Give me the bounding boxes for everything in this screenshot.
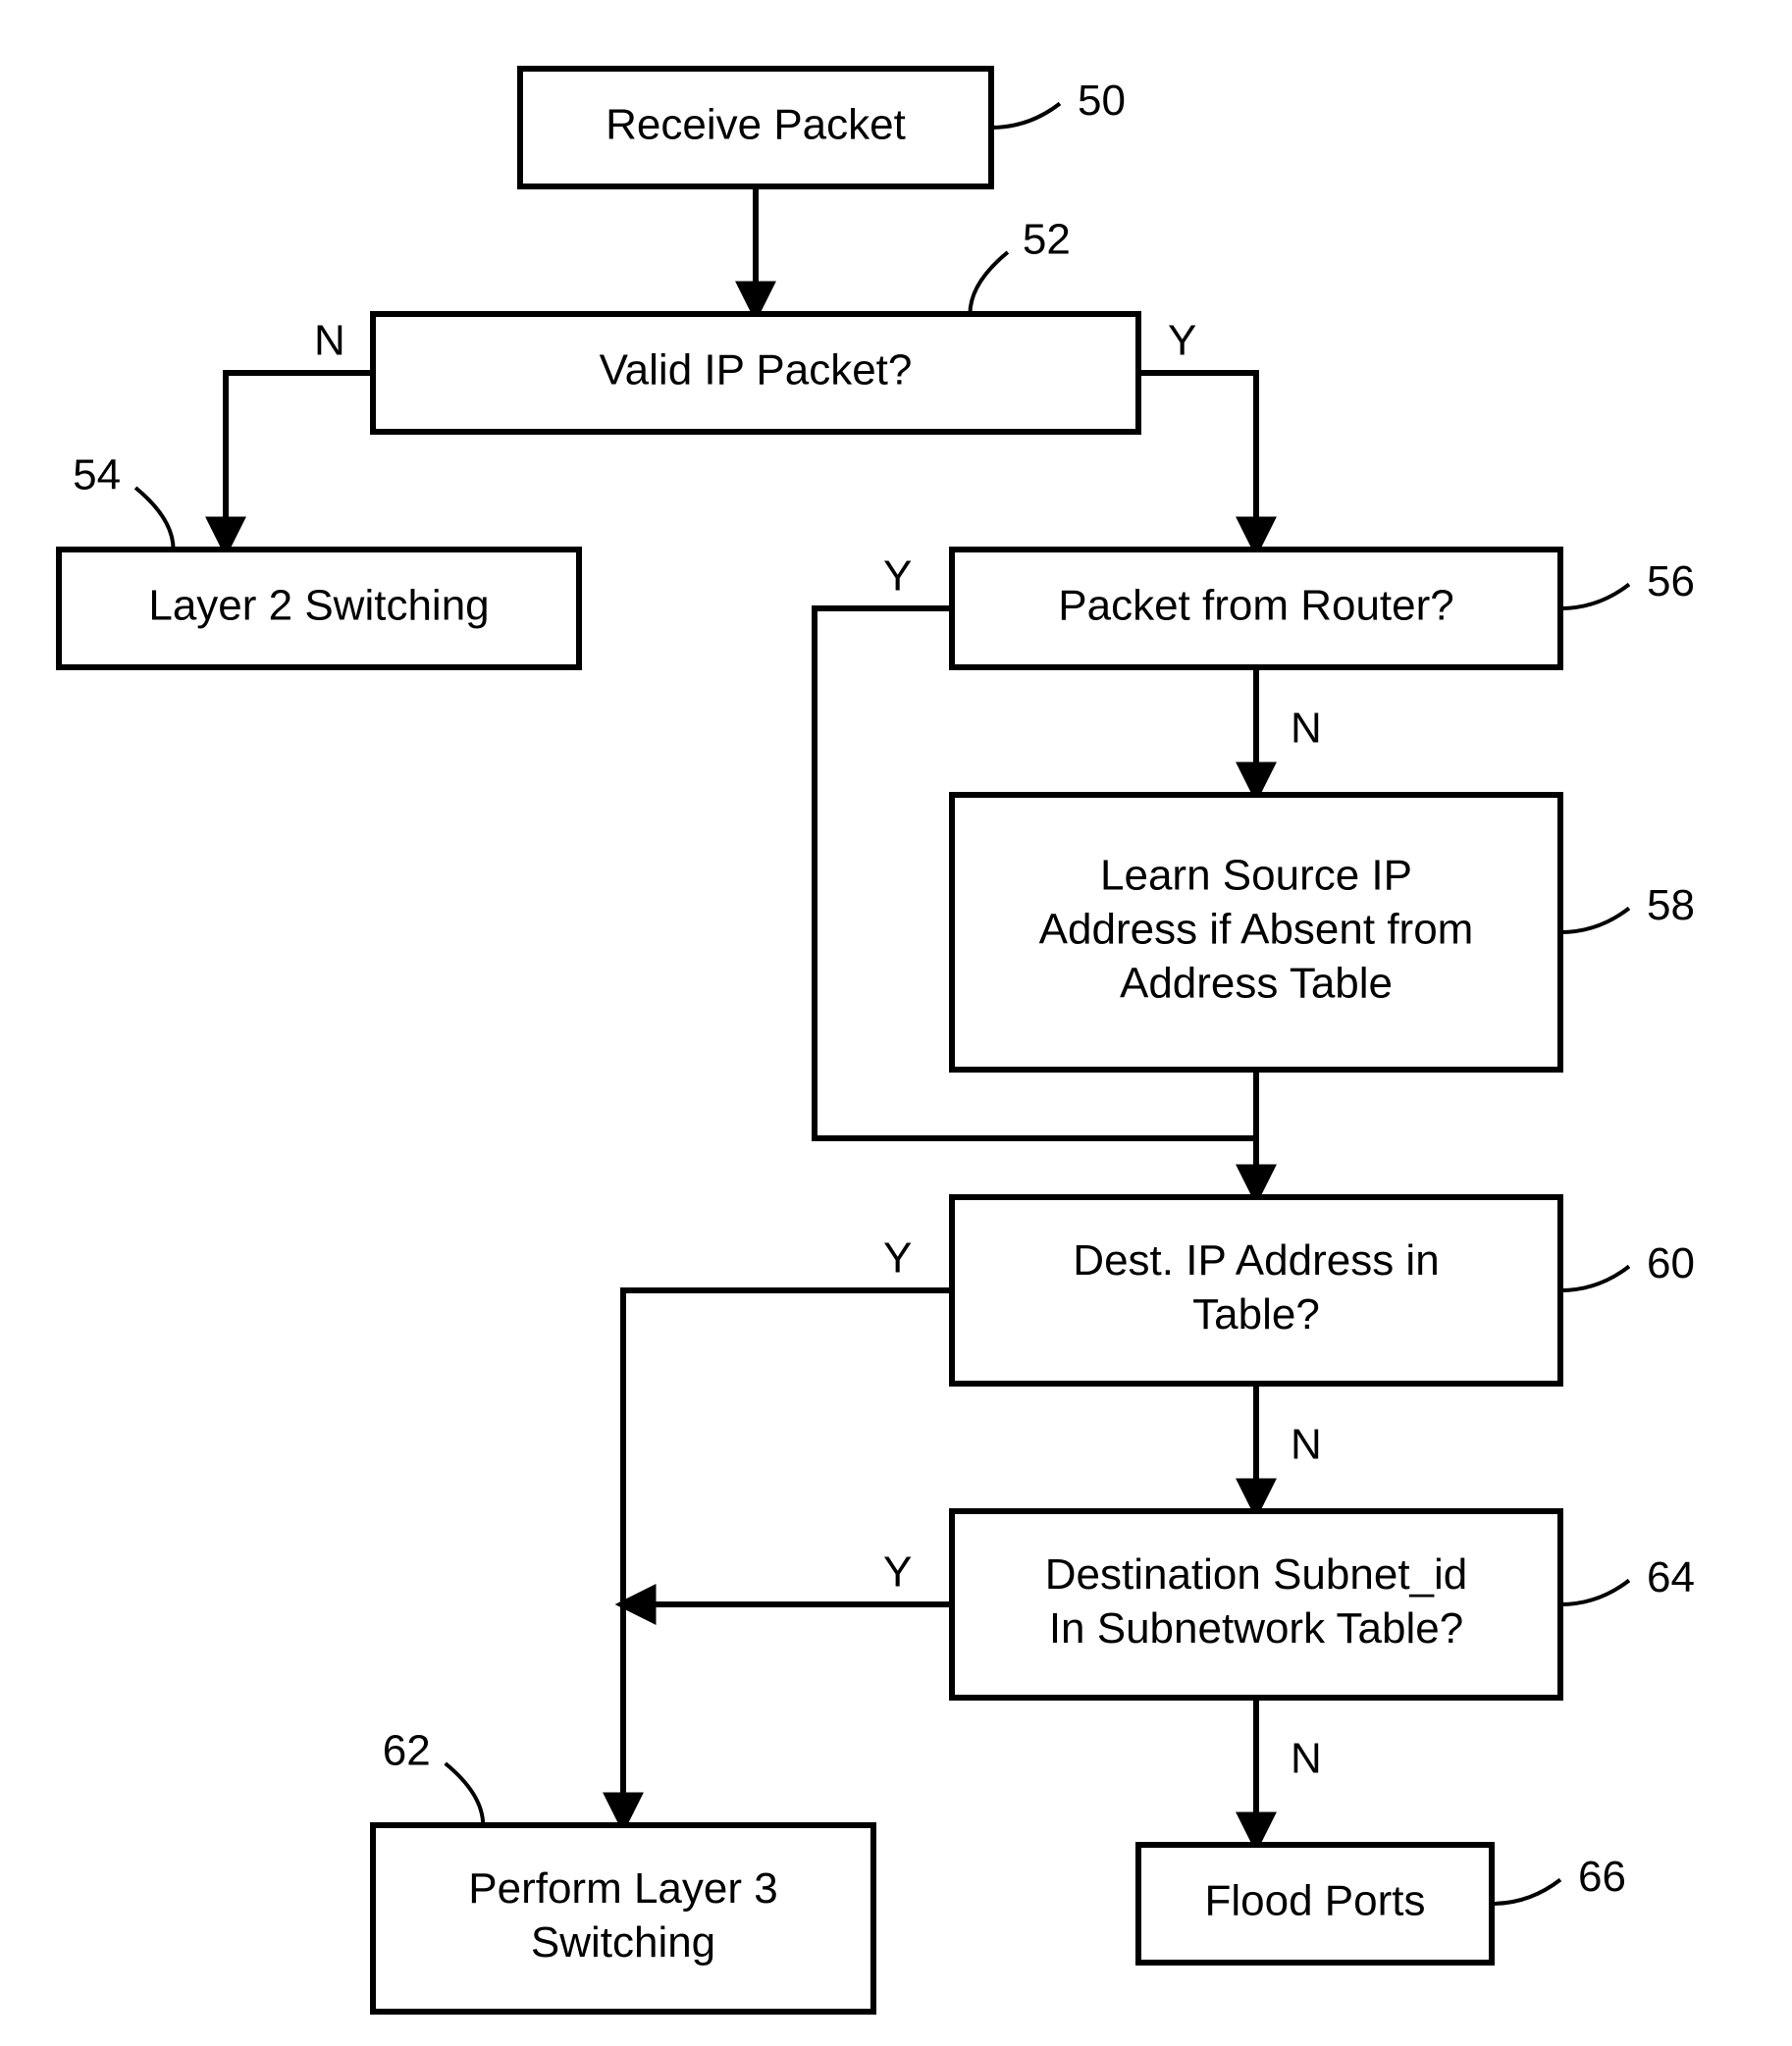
node-n50: Receive Packet [520,69,991,186]
ref-label-56: 56 [1647,557,1695,605]
ref-lead-62 [446,1763,484,1825]
ref-lead-54 [135,488,174,550]
node-label-n66-line0: Flood Ports [1205,1877,1426,1925]
ref-label-62: 62 [383,1727,431,1775]
ref-lead-58 [1560,909,1629,933]
flowchart-canvas: N Y Y N Y N Y N Receive Packet 50 Valid IP Packet?… [0,0,1792,2046]
edge-label-6: Y [883,1234,912,1283]
node-label-n56-line0: Packet from Router? [1058,582,1454,630]
node-n62: Perform Layer 3 Switching [373,1825,873,2012]
ref-lead-66 [1492,1880,1560,1905]
node-label-n58-line0: Learn Source IP [1100,852,1412,900]
edge-label-4: N [1291,705,1322,753]
ref-lead-64 [1560,1581,1629,1605]
edge-label-3: Y [883,552,912,601]
node-label-n62-line1: Switching [531,1918,715,1967]
edge-2 [1138,373,1256,550]
ref-label-64: 64 [1647,1553,1695,1601]
ref-label-66: 66 [1578,1853,1626,1901]
ref-lead-50 [991,104,1060,129]
node-label-n60-line1: Table? [1192,1290,1320,1338]
node-n64: Destination Subnet_id In Subnetwork Table… [952,1511,1560,1698]
node-n60: Dest. IP Address in Table? [952,1197,1560,1384]
node-label-n60-line0: Dest. IP Address in [1073,1236,1439,1285]
ref-label-58: 58 [1647,881,1695,929]
edge-label-9: N [1291,1735,1322,1783]
ref-lead-60 [1560,1267,1629,1291]
ref-lead-56 [1560,585,1629,609]
node-label-n54-line0: Layer 2 Switching [148,582,489,630]
node-label-n64-line1: In Subnetwork Table? [1049,1604,1463,1653]
node-label-n58-line1: Address if Absent from [1039,906,1474,954]
node-n52: Valid IP Packet? [373,314,1138,432]
node-n58: Learn Source IP Address if Absent from Add… [952,795,1560,1070]
ref-label-50: 50 [1078,77,1126,125]
node-label-n52-line0: Valid IP Packet? [600,346,913,394]
node-label-n62-line0: Perform Layer 3 [468,1864,777,1913]
edge-label-1: N [314,317,345,365]
node-n54: Layer 2 Switching [59,550,579,667]
ref-lead-52 [970,252,1008,314]
edge-1 [226,373,373,550]
node-n56: Packet from Router? [952,550,1560,667]
node-label-n50-line0: Receive Packet [606,101,906,149]
ref-label-54: 54 [73,451,121,499]
node-label-n64-line0: Destination Subnet_id [1045,1550,1468,1599]
node-label-n58-line2: Address Table [1120,960,1393,1008]
edge-label-8: Y [883,1548,912,1597]
ref-label-60: 60 [1647,1239,1695,1287]
edge-label-2: Y [1168,317,1196,365]
ref-label-52: 52 [1023,216,1071,264]
edge-label-7: N [1291,1421,1322,1469]
node-n66: Flood Ports [1138,1845,1492,1963]
